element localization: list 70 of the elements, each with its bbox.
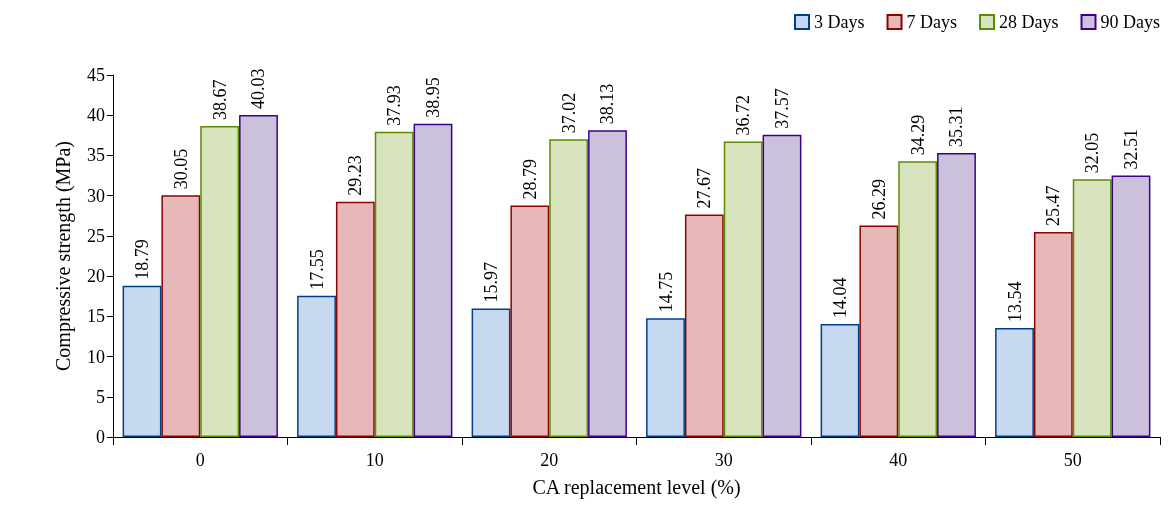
y-tick-label: 10 <box>87 346 105 367</box>
data-label: 13.54 <box>1004 281 1025 323</box>
legend-label: 7 Days <box>906 12 958 32</box>
data-label: 14.75 <box>655 271 676 313</box>
data-label: 26.29 <box>868 179 889 220</box>
y-tick-label: 20 <box>87 266 105 287</box>
bar <box>1033 232 1073 437</box>
data-label: 38.95 <box>422 77 443 118</box>
bar <box>1072 179 1112 437</box>
bar <box>684 214 724 437</box>
y-tick-label: 25 <box>87 225 105 246</box>
y-tick-label: 40 <box>87 105 105 126</box>
bar <box>122 285 162 437</box>
data-label: 37.02 <box>558 92 579 134</box>
bar <box>239 114 278 437</box>
data-label: 35.31 <box>946 106 967 147</box>
bar <box>1111 175 1151 437</box>
data-label: 38.67 <box>209 79 230 120</box>
data-label: 18.79 <box>132 239 153 280</box>
legend-label: 3 Days <box>814 12 865 32</box>
bar <box>510 205 550 437</box>
data-label: 37.57 <box>771 88 792 129</box>
x-tick-label: 10 <box>365 450 384 470</box>
data-label: 40.03 <box>248 68 269 109</box>
x-tick-label: 0 <box>195 450 205 470</box>
y-tick-label: 15 <box>87 306 105 327</box>
bar <box>297 295 336 437</box>
bar <box>937 152 976 437</box>
data-label: 17.55 <box>306 249 327 290</box>
bar <box>161 195 201 437</box>
data-label: 14.04 <box>830 277 851 319</box>
data-label: 25.47 <box>1043 185 1064 227</box>
x-tick-label: 50 <box>1063 450 1082 470</box>
bar <box>820 324 860 437</box>
x-tick-label: 20 <box>540 450 559 470</box>
bar <box>335 201 375 437</box>
data-label: 36.72 <box>733 95 754 136</box>
data-label: 32.05 <box>1082 132 1103 174</box>
y-tick-label: 30 <box>87 185 105 206</box>
data-label: 29.23 <box>345 155 366 196</box>
y-axis-title: Compressive strength (MPa) <box>52 141 75 371</box>
data-label: 34.29 <box>907 114 928 156</box>
bar <box>413 123 453 437</box>
data-label: 27.67 <box>694 167 715 209</box>
bar <box>471 308 511 437</box>
bar <box>646 318 685 437</box>
x-axis-title: CA replacement level (%) <box>532 476 741 499</box>
y-tick-label: 35 <box>87 145 105 166</box>
bar <box>898 161 938 437</box>
y-tick-label: 45 <box>87 65 105 85</box>
bar <box>374 131 414 437</box>
legend-label: 28 Days <box>999 12 1059 32</box>
data-label: 38.13 <box>597 83 618 125</box>
x-tick-label: 30 <box>714 450 733 470</box>
data-label: 37.93 <box>384 85 405 126</box>
bar <box>723 141 763 437</box>
bar <box>549 139 589 437</box>
bar <box>588 130 627 437</box>
legend-label: 90 Days <box>1100 12 1161 32</box>
bar <box>762 134 802 437</box>
x-tick-label: 40 <box>889 450 908 470</box>
data-label: 32.51 <box>1120 128 1141 170</box>
y-tick-label: 5 <box>96 386 105 407</box>
y-tick-label: 0 <box>96 427 105 447</box>
data-label: 30.05 <box>170 148 191 190</box>
data-label: 28.79 <box>519 158 540 200</box>
bar <box>995 328 1034 437</box>
bar <box>200 125 240 437</box>
bar <box>859 225 899 437</box>
data-label: 15.97 <box>481 262 502 303</box>
